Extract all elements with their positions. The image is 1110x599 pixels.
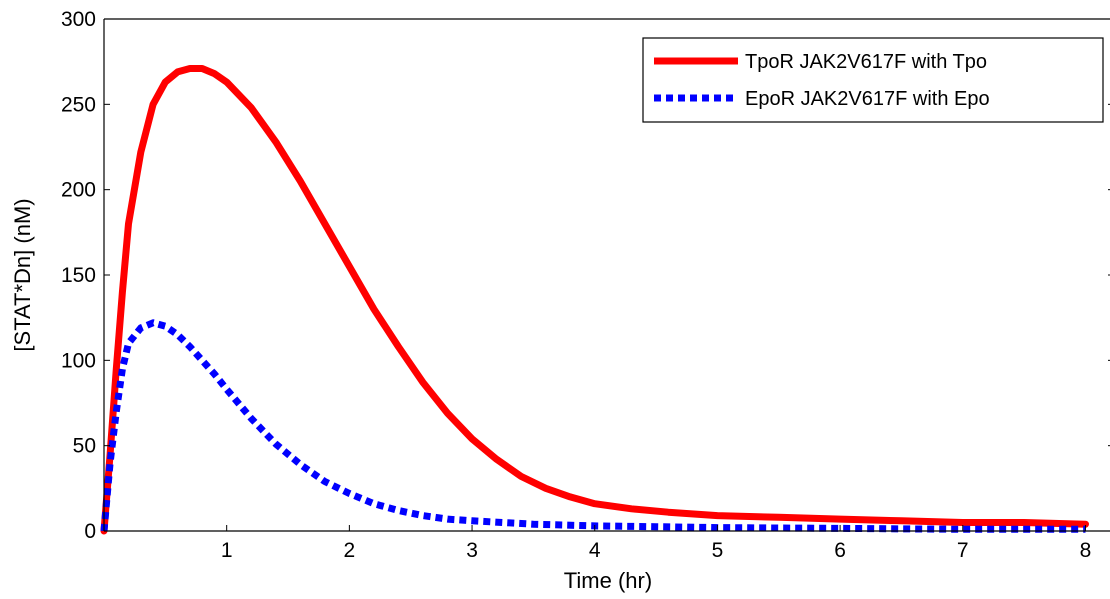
ticks-layer: 1 2 3 4 5 6 7 8 0 50 100 150 200 250 300 — [61, 8, 1110, 562]
legend: TpoR JAK2V617F with Tpo EpoR JAK2V617F w… — [642, 37, 1104, 123]
x-axis-title: Time (hr) — [564, 568, 652, 593]
x-tick-label: 4 — [589, 539, 601, 562]
x-tick-label: 1 — [221, 539, 233, 562]
y-tick-label: 300 — [61, 8, 96, 31]
legend-box — [642, 37, 1104, 123]
x-tick-label: 5 — [712, 539, 724, 562]
y-tick-label: 200 — [61, 179, 96, 202]
y-tick-label: 0 — [84, 520, 96, 543]
x-tick-label: 3 — [466, 539, 478, 562]
x-tick-label: 2 — [344, 539, 356, 562]
y-tick-label: 150 — [61, 264, 96, 287]
series-layer — [100, 65, 1089, 535]
legend-label-epor: EpoR JAK2V617F with Epo — [745, 88, 990, 110]
y-axis-title: [STAT*Dn] (nM) — [10, 198, 35, 351]
series-line-tpor — [100, 65, 1089, 535]
legend-label-tpor: TpoR JAK2V617F with Tpo — [745, 51, 987, 73]
x-tick-label: 6 — [834, 539, 846, 562]
y-tick-label: 100 — [61, 349, 96, 372]
y-tick-label: 250 — [61, 93, 96, 116]
x-tick-label: 7 — [957, 539, 969, 562]
x-tick-label: 8 — [1080, 539, 1092, 562]
y-tick-label: 50 — [73, 435, 96, 458]
series-line-epor — [100, 319, 1086, 533]
